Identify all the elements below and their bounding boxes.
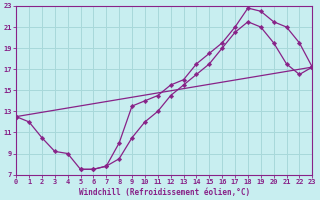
X-axis label: Windchill (Refroidissement éolien,°C): Windchill (Refroidissement éolien,°C) xyxy=(79,188,250,197)
